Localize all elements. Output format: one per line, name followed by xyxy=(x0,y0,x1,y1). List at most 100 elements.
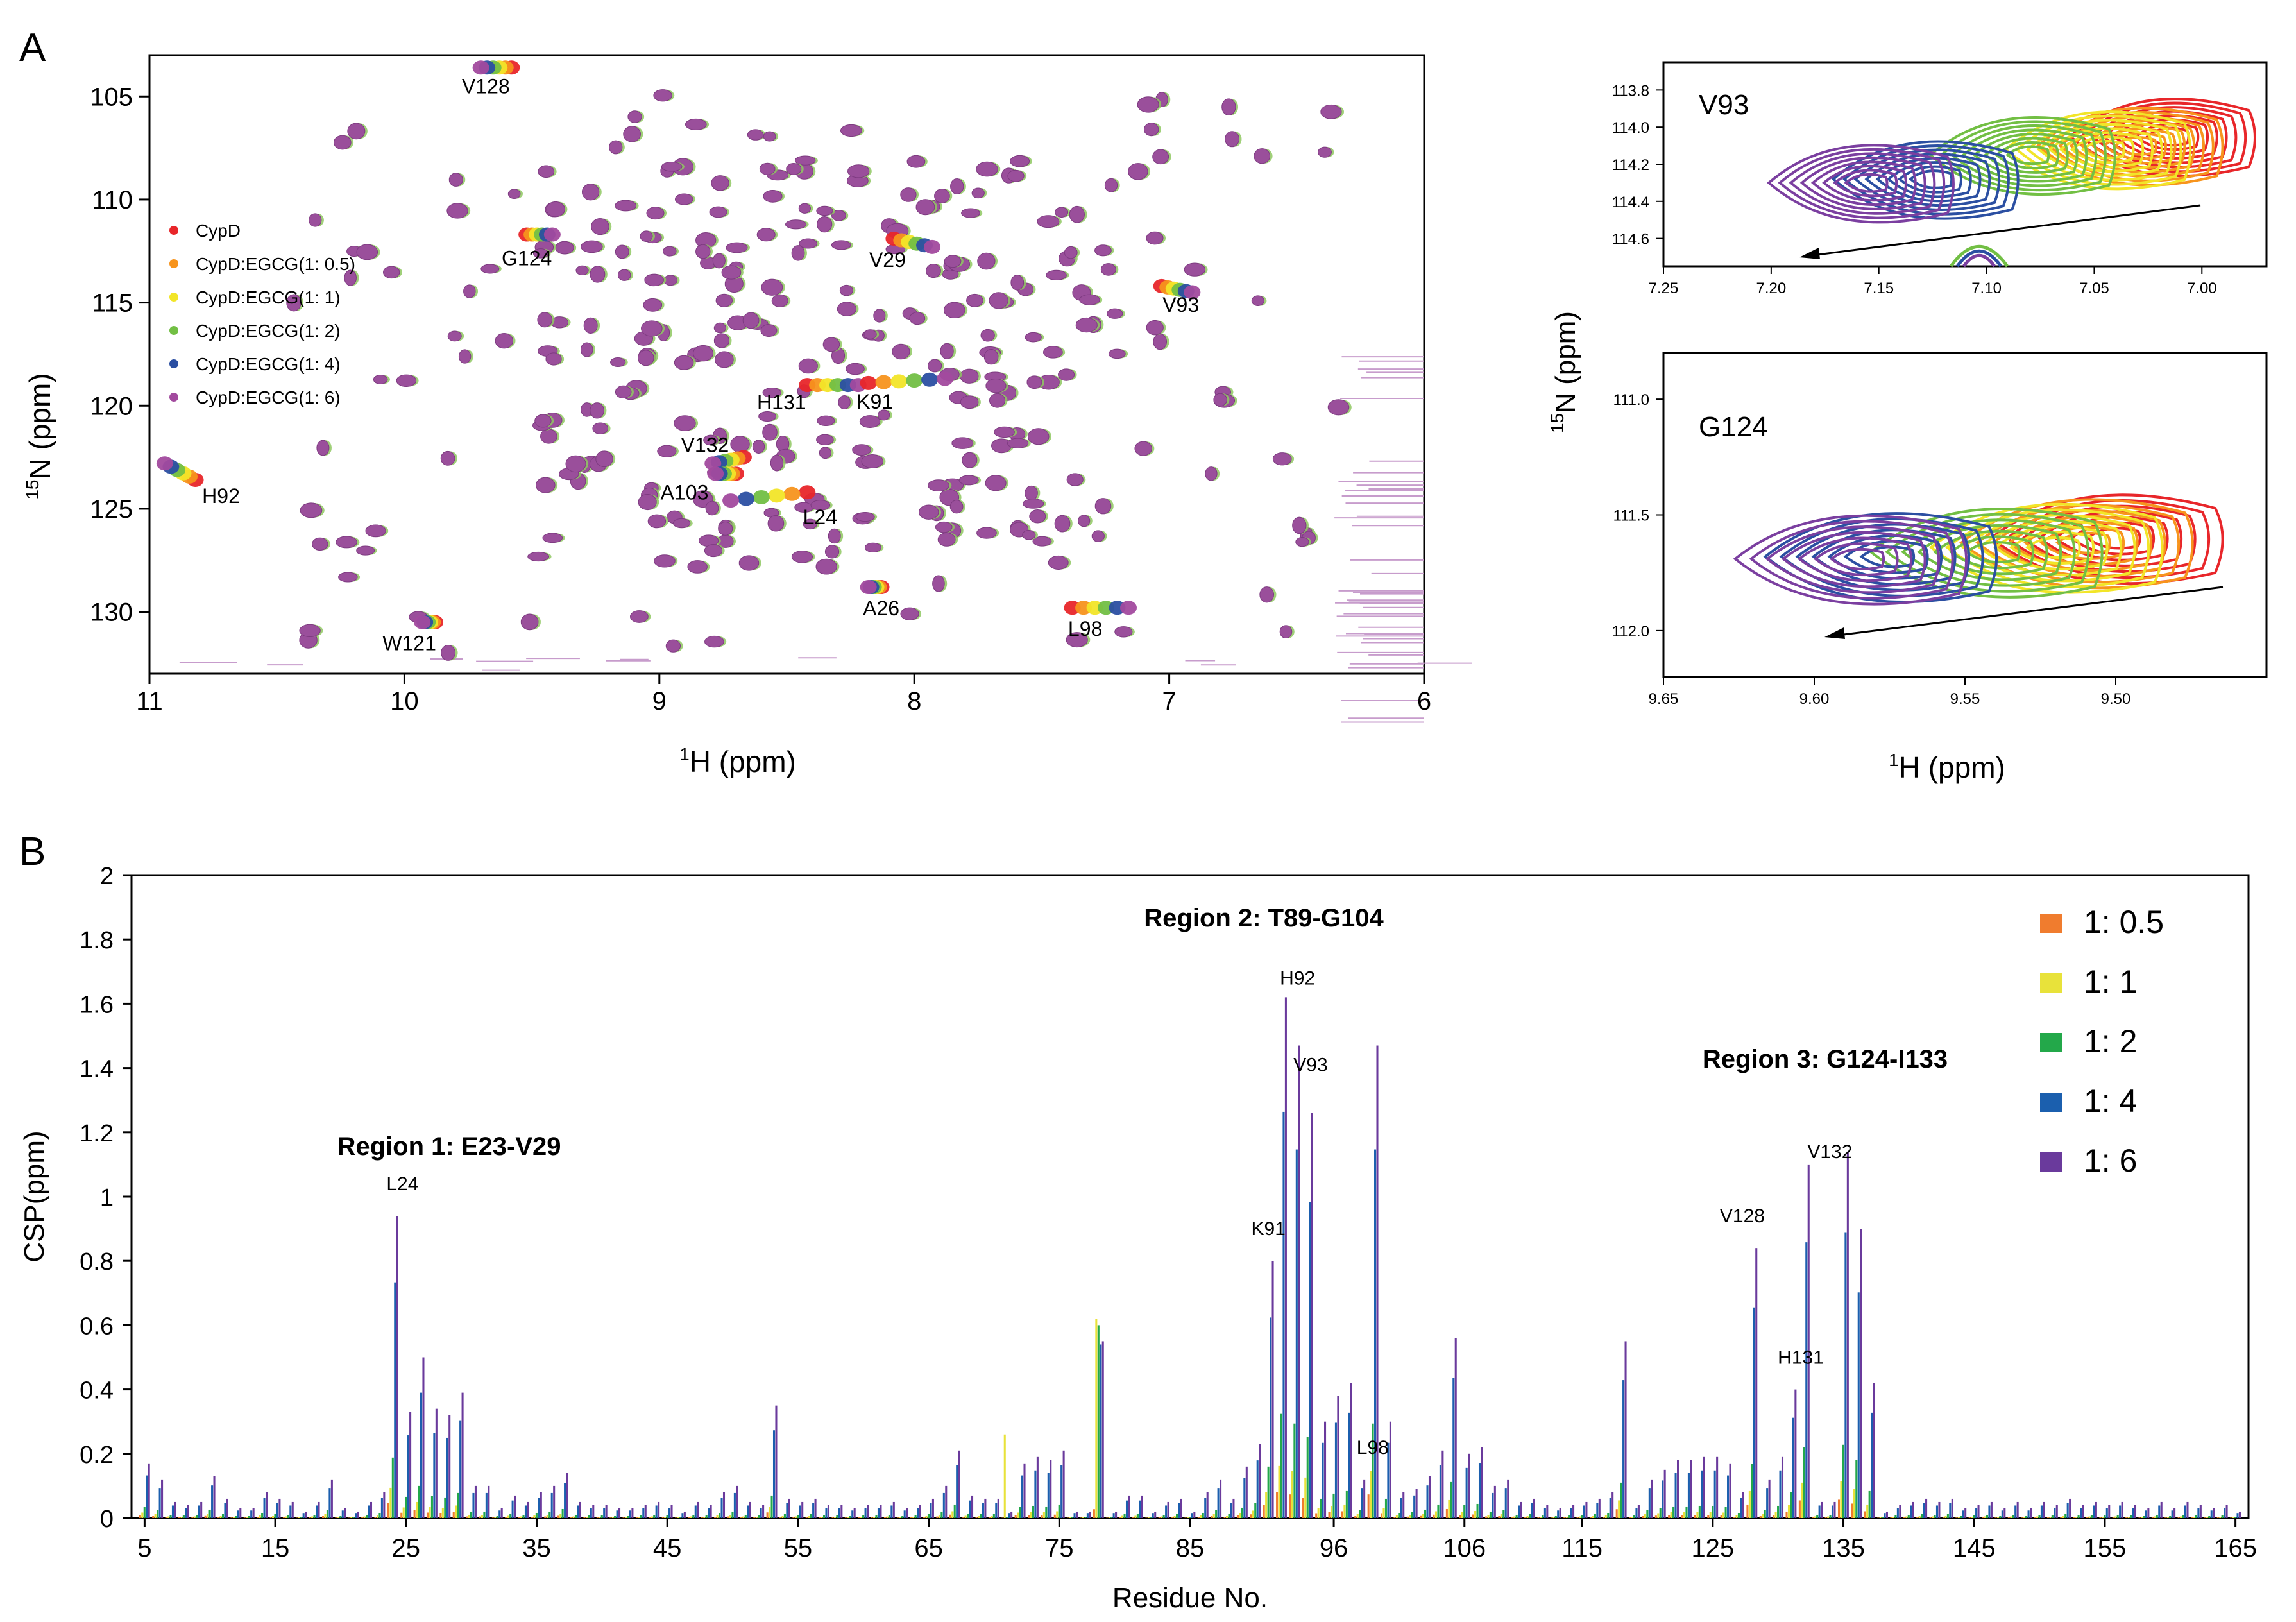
hsqc-peak xyxy=(762,388,782,398)
csp-bar xyxy=(2049,1516,2052,1518)
csp-bar xyxy=(1677,1460,1679,1518)
csp-bar xyxy=(1363,1479,1366,1518)
inset-y-tick-label: 112.0 xyxy=(1612,623,1649,640)
csp-bar xyxy=(833,1516,836,1518)
csp-bar xyxy=(1785,1511,1788,1518)
hsqc-peak xyxy=(1048,555,1069,570)
hsqc-y-tick-label: 115 xyxy=(92,289,133,318)
csp-bar xyxy=(938,1514,940,1518)
csp-bar xyxy=(561,1508,564,1518)
hsqc-peak xyxy=(1079,294,1100,305)
csp-bar xyxy=(1089,1511,1091,1518)
csp-bar xyxy=(984,1498,987,1518)
csp-bar xyxy=(1184,1517,1187,1518)
hsqc-peak xyxy=(906,155,926,168)
csp-legend-swatch xyxy=(2040,1093,2062,1112)
csp-bar xyxy=(716,1515,719,1518)
hsqc-peak-label: V29 xyxy=(869,248,906,271)
csp-bar xyxy=(2025,1515,2028,1518)
csp-bar xyxy=(1006,1516,1008,1518)
csp-bar xyxy=(148,1463,150,1518)
hsqc-legend-marker xyxy=(169,293,178,302)
csp-bar xyxy=(1472,1514,1474,1518)
hsqc-peak xyxy=(638,493,657,511)
csp-bar xyxy=(1100,1344,1102,1518)
csp-bar xyxy=(1894,1515,1897,1518)
hsqc-peak-label: A103 xyxy=(661,481,709,504)
csp-bar xyxy=(409,1412,412,1518)
csp-bar xyxy=(1907,1514,1910,1518)
csp-bar xyxy=(1846,1151,1849,1518)
csp-bar xyxy=(1533,1498,1535,1518)
hsqc-peak xyxy=(976,161,998,177)
hsqc-peak xyxy=(1026,375,1042,389)
csp-bar xyxy=(1402,1492,1405,1518)
csp-bar xyxy=(701,1517,703,1518)
csp-bar xyxy=(1866,1504,1869,1518)
csp-bar xyxy=(1186,1517,1189,1518)
csp-legend-label: 1: 2 xyxy=(2084,1023,2137,1059)
hsqc-peak xyxy=(817,415,835,427)
hsqc-peak xyxy=(1134,441,1152,456)
hsqc-peak xyxy=(590,402,604,419)
hsqc-shift-peak xyxy=(921,372,939,387)
csp-bar xyxy=(1694,1515,1696,1518)
csp-bar xyxy=(1348,1412,1350,1518)
hsqc-peak xyxy=(336,536,357,549)
hsqc-peak xyxy=(441,644,456,661)
csp-bar xyxy=(1014,1515,1017,1518)
csp-bar xyxy=(1884,1513,1886,1518)
csp-bar xyxy=(1542,1515,1544,1518)
inset-v93-arrowhead xyxy=(1799,248,1820,259)
csp-bar xyxy=(740,1517,742,1518)
csp-x-tick-label: 115 xyxy=(1561,1534,1603,1562)
csp-legend-label: 1: 6 xyxy=(2084,1143,2137,1179)
csp-bar xyxy=(956,1465,958,1518)
hsqc-x-tick-label: 9 xyxy=(652,687,667,715)
csp-bar xyxy=(309,1517,311,1518)
hsqc-shifted-peaks: V128 G124 V29 V93 H131 K91 H92 V132 A103 L24 A26 L9… xyxy=(156,60,1201,655)
csp-bar xyxy=(2206,1517,2208,1518)
csp-bar xyxy=(479,1516,481,1518)
csp-bar xyxy=(899,1517,901,1518)
csp-bar xyxy=(1289,1494,1291,1518)
hsqc-peak xyxy=(926,264,941,278)
csp-bar xyxy=(143,1507,146,1518)
hsqc-x-label-sup: 1 xyxy=(679,744,690,764)
csp-bar xyxy=(538,1498,540,1518)
inset-g124-frame xyxy=(1662,352,2268,678)
csp-bar xyxy=(1415,1489,1418,1518)
csp-bar xyxy=(252,1508,255,1518)
csp-bar xyxy=(1034,1470,1037,1518)
csp-bar xyxy=(2154,1516,2156,1518)
hsqc-peak xyxy=(647,514,667,529)
csp-x-tick-label: 35 xyxy=(522,1534,551,1562)
csp-bar xyxy=(2171,1510,2173,1518)
csp-bar xyxy=(514,1495,516,1518)
csp-bar xyxy=(2051,1515,2054,1518)
csp-bar xyxy=(880,1505,882,1518)
csp-bar xyxy=(886,1516,889,1518)
csp-bar xyxy=(1604,1515,1607,1518)
csp-bar xyxy=(1119,1517,1121,1518)
csp-bar xyxy=(744,1514,747,1518)
csp-bar xyxy=(805,1517,808,1518)
hsqc-peak xyxy=(966,293,983,307)
hsqc-peak xyxy=(1272,452,1292,466)
hsqc-peak xyxy=(1146,231,1164,245)
csp-bar-chart: 5 15 25 35 45 55 65 75 85 96 106 115 125 135 145 155 165… xyxy=(19,863,2257,1614)
inset-y-label-main: N (ppm) xyxy=(1550,311,1581,413)
hsqc-peak xyxy=(864,542,881,553)
csp-bar xyxy=(1382,1508,1385,1518)
inset-contour xyxy=(1749,520,1954,600)
csp-bar xyxy=(282,1517,285,1518)
csp-bar xyxy=(616,1510,618,1518)
hsqc-peak xyxy=(1007,169,1025,182)
csp-bar xyxy=(692,1514,695,1518)
csp-bar xyxy=(1206,1492,1209,1518)
csp-bar xyxy=(1298,1045,1300,1518)
csp-bar xyxy=(888,1514,890,1518)
hsqc-peak xyxy=(762,423,778,441)
hsqc-peak xyxy=(928,479,949,491)
csp-bar xyxy=(196,1514,198,1518)
